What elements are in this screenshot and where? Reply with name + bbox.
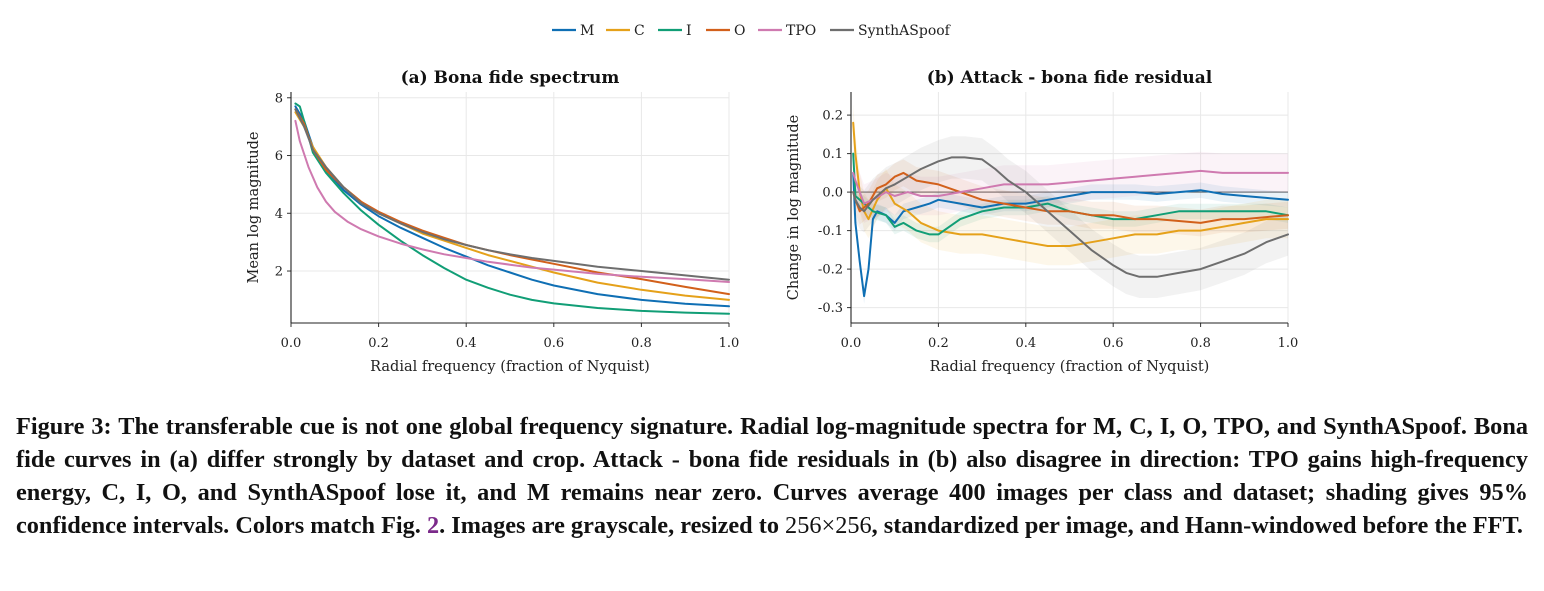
figure-caption: Figure 3: The transferable cue is not on… (16, 410, 1528, 542)
x-tick-label: 0.4 (1015, 336, 1036, 351)
legend-label-i: I (686, 23, 692, 39)
x-tick-label: 0.8 (631, 336, 652, 351)
x-tick-label: 0.4 (456, 336, 477, 351)
figure-reference-link[interactable]: 2 (426, 512, 440, 539)
y-tick-label: -0.1 (818, 224, 843, 239)
series-line-i (294, 102, 730, 315)
confidence-band-o (853, 159, 1288, 237)
series-line-o (294, 108, 730, 296)
series-line-m (852, 171, 1289, 298)
series-line-c (852, 121, 1289, 247)
legend: M C I O TPO SynthASpoof (552, 23, 952, 39)
x-tick-label: 0.0 (281, 336, 302, 351)
series-line-o (852, 171, 1289, 224)
y-tick-label: -0.3 (818, 301, 843, 316)
series-line-synthaspoof (294, 108, 730, 281)
x-tick-label: 0.8 (1190, 336, 1211, 351)
confidence-band-c (853, 103, 1288, 266)
caption-dims: 256×256 (785, 512, 872, 539)
y-tick-label: 0.1 (822, 147, 843, 162)
chart-title: (a) Bona fide spectrum (401, 68, 620, 88)
y-tick-label: 8 (275, 91, 283, 106)
y-tick-label: 0.2 (822, 109, 843, 124)
series-line-tpo (294, 119, 730, 283)
y-tick-label: -0.2 (818, 263, 843, 278)
series-line-i (852, 152, 1289, 236)
confidence-band-synthaspoof (853, 136, 1288, 298)
y-axis-label: Change in log magnitude (786, 115, 802, 300)
caption-tail: , standardized per image, and Hann-windo… (871, 512, 1523, 539)
x-tick-label: 0.2 (368, 336, 389, 351)
panel-a-bona-fide-spectrum: (a) Bona fide spectrum 0.0 0.2 0.4 0.6 0.8 1.0… (246, 68, 739, 375)
legend-label-m: M (580, 23, 594, 39)
y-axis-label: Mean log magnitude (246, 132, 262, 284)
legend-label-tpo: TPO (786, 23, 816, 39)
y-tick-label: 2 (275, 265, 283, 280)
x-tick-label: 0.0 (841, 336, 862, 351)
x-tick-label: 1.0 (719, 336, 740, 351)
y-tick-label: 4 (275, 207, 283, 222)
series-line-synthaspoof (852, 156, 1289, 278)
legend-label-c: C (634, 23, 645, 39)
series-line-tpo (852, 169, 1289, 205)
x-tick-label: 0.2 (928, 336, 949, 351)
confidence-band-m (853, 165, 1288, 304)
x-axis-label: Radial frequency (fraction of Nyquist) (930, 359, 1210, 375)
y-tick-label: 0.0 (822, 186, 843, 201)
chart-title: (b) Attack - bona fide residual (927, 68, 1213, 88)
x-axis-label: Radial frequency (fraction of Nyquist) (370, 359, 650, 375)
caption-lead: Figure 3: The transferable cue is not on… (16, 413, 1528, 539)
confidence-band-tpo (853, 151, 1288, 223)
series-line-m (294, 105, 730, 308)
x-tick-label: 0.6 (1103, 336, 1124, 351)
legend-label-o: O (734, 23, 745, 39)
y-tick-label: 6 (275, 149, 283, 164)
caption-after-ref: . Images are grayscale, resized to (439, 512, 779, 539)
legend-label-synthaspoof: SynthASpoof (858, 23, 952, 39)
series-line-c (294, 111, 730, 301)
panel-b-attack-residual: (b) Attack - bona fide residual 0.0 0.2 0.4… (786, 68, 1298, 375)
figure: M C I O TPO SynthASpoof (a) Bona fide spectru… (246, 23, 1298, 375)
x-tick-label: 1.0 (1278, 336, 1299, 351)
x-tick-label: 0.6 (543, 336, 564, 351)
